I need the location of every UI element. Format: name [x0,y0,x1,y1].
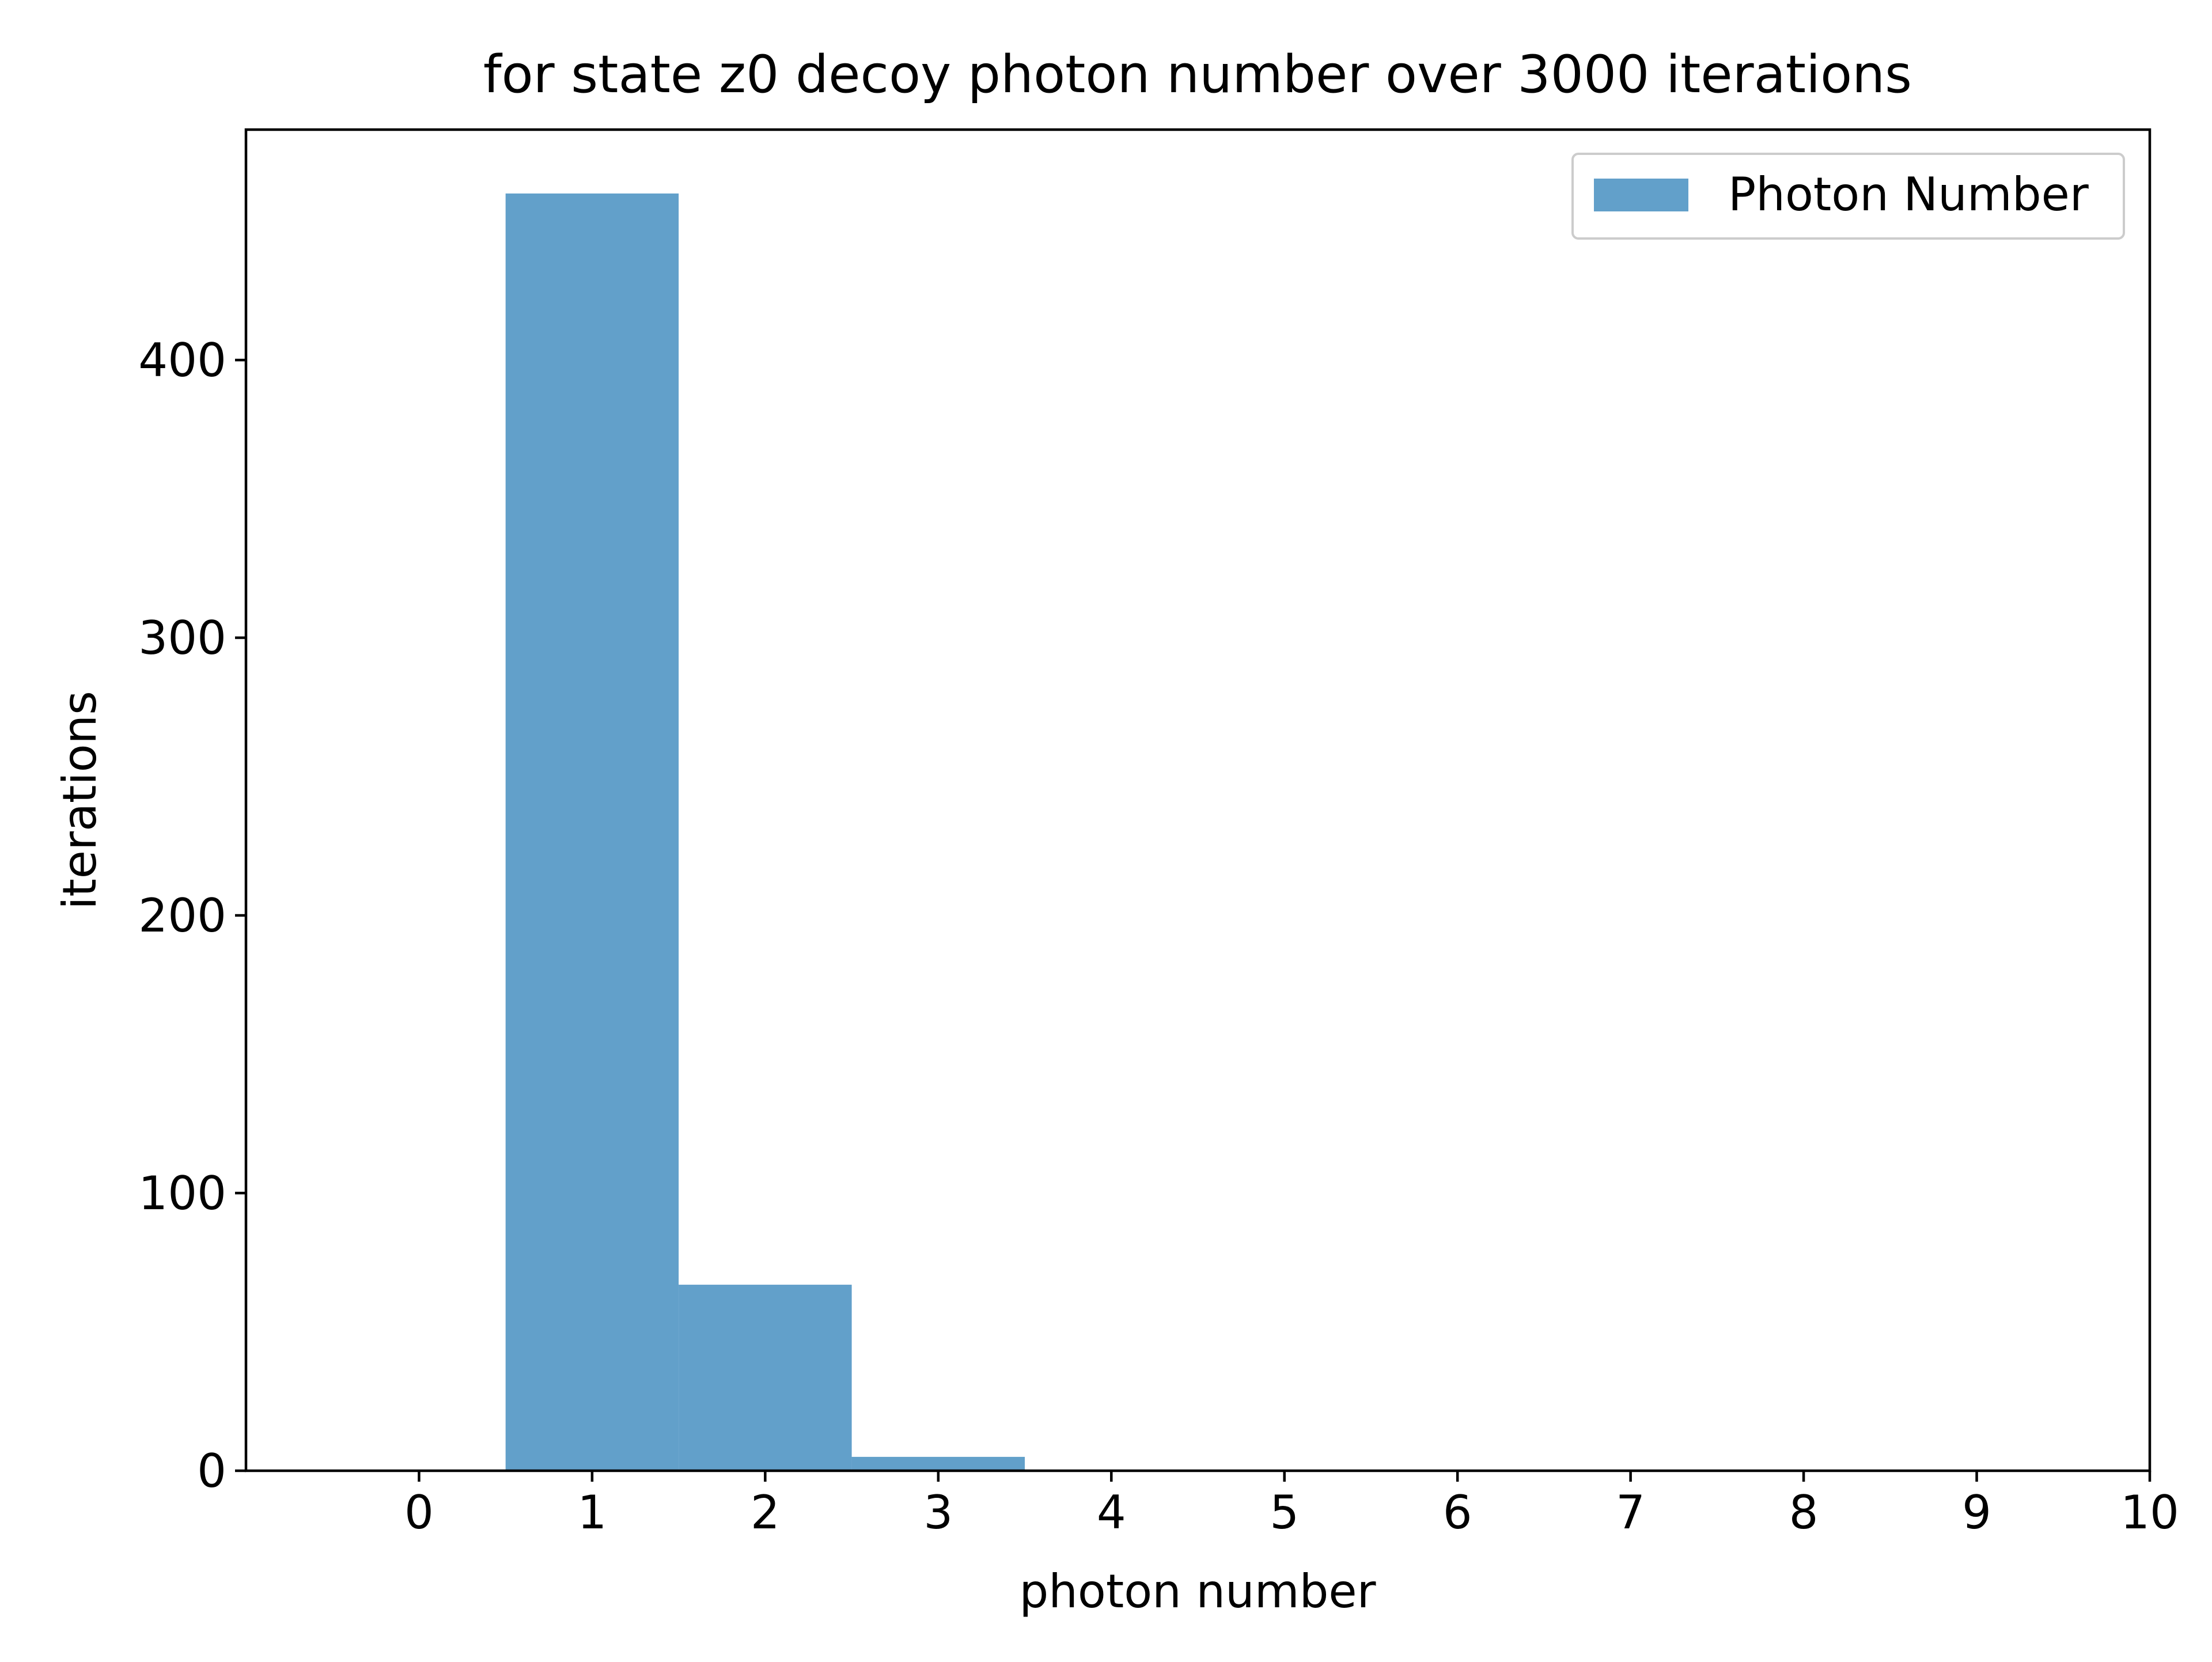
x-tick-label-2: 2 [751,1486,780,1539]
x-tick-label-7: 7 [1616,1486,1645,1539]
x-axis-ticks: 0 1 2 3 4 5 6 7 8 9 10 [404,1471,2179,1539]
x-tick-label-4: 4 [1097,1486,1126,1539]
x-axis-label: photon number [1019,1565,1376,1618]
y-axis-ticks: 0 100 200 300 400 [138,334,246,1498]
x-tick-label-1: 1 [577,1486,607,1539]
x-tick-label-0: 0 [404,1486,434,1539]
plot-area-frame [244,128,2152,1472]
y-tick-label-300: 300 [138,611,226,665]
x-tick-label-3: 3 [923,1486,953,1539]
bars-group [505,193,1025,1471]
bar-photon-1 [505,193,679,1471]
x-tick-label-5: 5 [1270,1486,1299,1539]
y-tick-label-0: 0 [197,1444,226,1498]
y-tick-label-400: 400 [138,334,226,387]
legend-swatch [1594,179,1688,211]
legend: Photon Number [1571,153,2125,240]
x-tick-label-9: 9 [1962,1486,1991,1539]
x-tick-label-6: 6 [1443,1486,1472,1539]
bar-photon-3 [851,1456,1025,1471]
y-axis-label: iterations [53,691,107,910]
y-tick-label-100: 100 [138,1167,226,1220]
x-tick-label-8: 8 [1789,1486,1819,1539]
chart-title: for state z0 decoy photon number over 30… [483,44,1912,105]
x-tick-label-10: 10 [2120,1486,2179,1539]
bar-photon-2 [679,1285,852,1471]
y-tick-label-200: 200 [138,889,226,942]
legend-box [1571,153,2125,240]
legend-label-photon-number: Photon Number [1728,168,2089,221]
